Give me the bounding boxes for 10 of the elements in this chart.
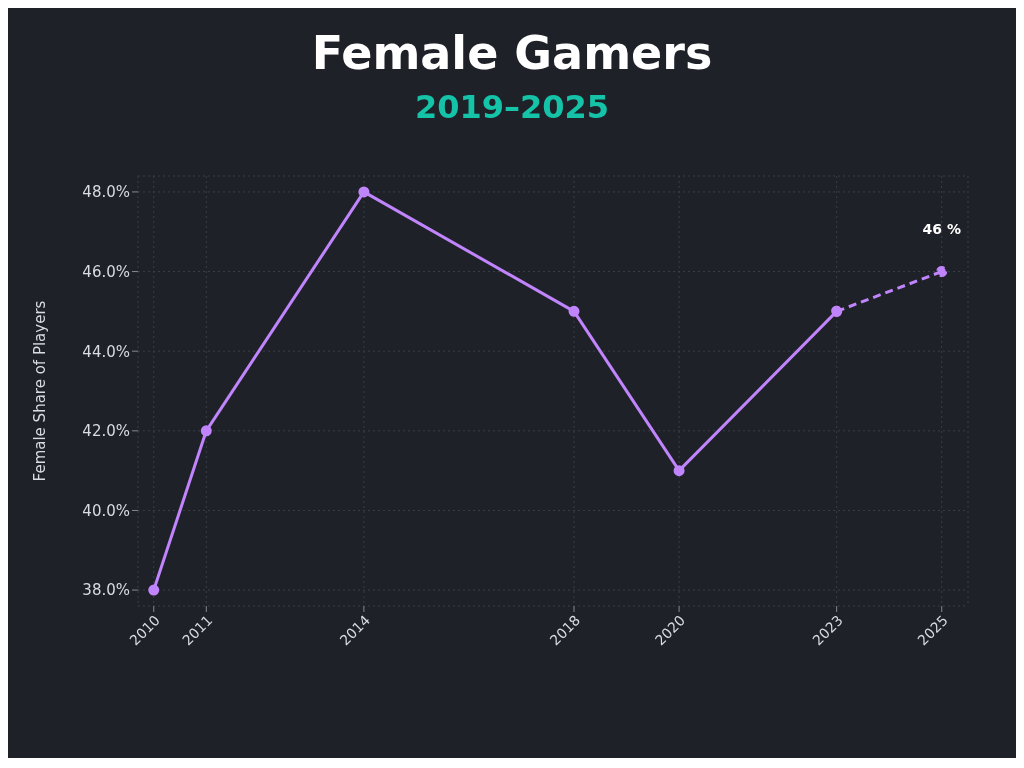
- y-tick-label: 38.0%: [82, 581, 130, 600]
- y-tick-label: 48.0%: [82, 183, 130, 202]
- data-label: 46 %: [922, 220, 961, 237]
- y-tick-label: 44.0%: [82, 342, 130, 361]
- y-tick-label: 46.0%: [82, 262, 130, 281]
- y-tick-label: 40.0%: [82, 501, 130, 520]
- y-axis-title: Female Share of Players: [31, 300, 50, 482]
- y-tick-label: 42.0%: [82, 422, 130, 441]
- chart-subtitle: 2019–2025: [413, 88, 611, 126]
- chart-title: Female Gamers: [310, 25, 714, 80]
